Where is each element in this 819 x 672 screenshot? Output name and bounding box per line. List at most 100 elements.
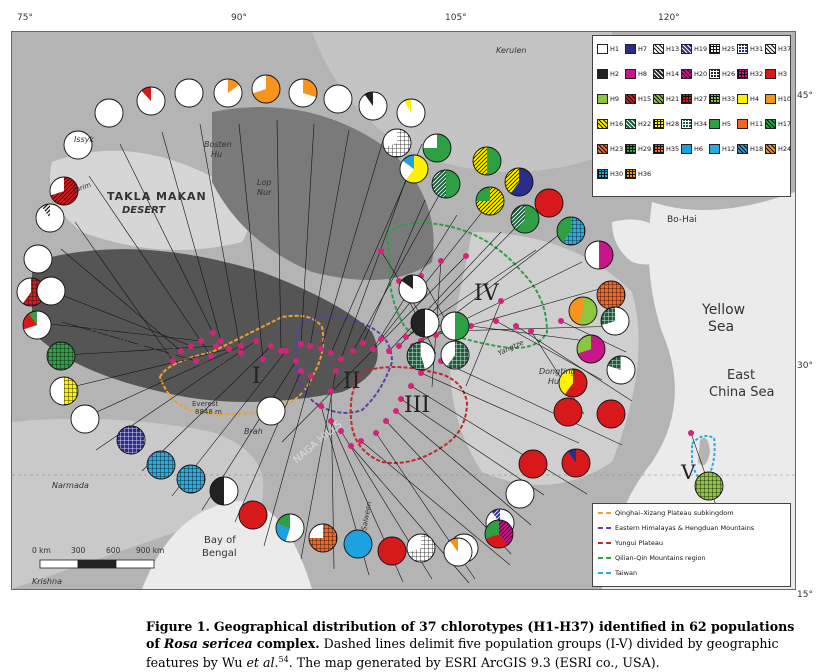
pie-population-35: [443, 537, 473, 567]
pie-slice-h2: [210, 477, 224, 505]
pie-slice-h22: [511, 205, 525, 231]
pie-slice-h8: [599, 241, 613, 269]
pie-slice-h1: [407, 534, 421, 553]
label-sea: Sea: [708, 319, 735, 335]
pie-population-27: [596, 399, 626, 429]
pie-outline: [46, 341, 76, 371]
pie-slice-h3: [485, 534, 508, 548]
leader-line: [48, 289, 192, 347]
lat-tick-30: 30°: [797, 361, 813, 371]
pie-slice-h34: [446, 341, 469, 369]
population-point: [178, 348, 184, 354]
leader-line: [141, 345, 272, 472]
pie-outline: [534, 188, 564, 218]
population-point: [308, 373, 314, 379]
pie-population-58: [406, 341, 436, 371]
label-krishna: Krishna: [32, 577, 62, 586]
region-line-swatch: [598, 512, 611, 514]
region-legend-label: Taiwan: [615, 569, 638, 577]
pie-outline: [406, 533, 436, 563]
pie-outline: [443, 537, 473, 567]
pie-outline: [358, 91, 388, 121]
lat-tick-15: 15°: [797, 590, 813, 600]
leader-line: [388, 231, 502, 352]
legend-label: H16: [610, 120, 624, 128]
legend-label: H24: [778, 145, 792, 153]
pie-slice-h37: [41, 204, 50, 218]
pie-slice-h5: [455, 312, 469, 340]
label-desert: DESERT: [122, 205, 166, 216]
central-mountains: [212, 107, 434, 280]
pie-population-21: [584, 240, 614, 270]
legend-swatch: [737, 144, 748, 154]
pie-slice-h3: [239, 501, 267, 529]
scale-label-300: 300: [71, 546, 86, 555]
map-frame: TAKLA MAKAN DESERT Issyk Bosten Hu Lop N…: [11, 31, 796, 590]
legend-swatch: [653, 144, 664, 154]
legend-label: H10: [778, 95, 792, 103]
pie-outline: [213, 78, 243, 108]
pie-slice-h5: [485, 520, 499, 539]
pie-slice-h4: [404, 99, 411, 113]
pie-outline: [694, 471, 724, 501]
pie-outline: [323, 84, 353, 114]
pie-population-31: [505, 479, 535, 509]
population-point: [513, 323, 519, 329]
leader-line: [395, 410, 532, 526]
pie-population-54: [36, 276, 66, 306]
caption-ref: 54: [278, 655, 289, 664]
tarim-basin: [50, 150, 249, 250]
legend-label: H30: [610, 170, 624, 178]
population-point: [398, 396, 404, 402]
group-IV-label: IV: [474, 281, 499, 306]
pie-slice-h1: [324, 85, 352, 113]
population-point: [193, 358, 199, 364]
pie-population-3: [136, 86, 166, 116]
population-point: [360, 340, 366, 346]
group-V-label: V: [681, 460, 696, 484]
lon-tick-120: 120°: [658, 13, 680, 23]
pie-slice-h6: [402, 155, 414, 169]
legend-label: H33: [722, 95, 736, 103]
legend-swatch: [625, 119, 636, 129]
population-points: [170, 248, 694, 449]
pie-slice-h10: [303, 79, 317, 98]
label-bosten-hu: Hu: [211, 150, 223, 159]
taiwan-island: [698, 437, 710, 466]
pie-slice-h5: [487, 147, 501, 175]
region-legend-label: Qinghai–Xizang Plateau subkingdom: [615, 509, 734, 517]
population-point: [318, 403, 324, 409]
leader-line: [380, 191, 499, 340]
leader-line: [352, 178, 449, 352]
pie-population-56: [410, 308, 440, 338]
legend-swatch: [653, 119, 664, 129]
pie-slice-h16: [473, 147, 487, 175]
legend-swatch: [709, 94, 720, 104]
pie-slice-h7: [510, 168, 533, 196]
pie-outline: [422, 133, 452, 163]
pie-slice-h10: [569, 297, 583, 325]
pie-population-41: [238, 500, 268, 530]
caption-species: Rosa sericea: [163, 635, 253, 651]
label-issyk: Issyk: [74, 135, 95, 144]
pie-outline: [504, 167, 534, 197]
legend-label: H14: [666, 70, 680, 78]
pie-outline: [343, 529, 373, 559]
pie-slice-h1: [175, 79, 203, 107]
population-point: [198, 338, 204, 344]
caption-body: Dashed lines delimit five population gro…: [146, 635, 779, 671]
pie-slice-h30: [147, 451, 175, 479]
pie-population-17: [504, 167, 534, 197]
pie-population-10: [396, 98, 426, 128]
pie-slice-h1: [252, 75, 266, 94]
legend-label: H34: [694, 120, 708, 128]
legend-swatch: [625, 169, 636, 179]
region-legend-label: Eastern Himalayas & Hengduan Mountains: [615, 524, 755, 532]
pie-outline: [584, 240, 614, 270]
haplotype-legend: H1 H7 H13 H19 H25 H31 H37 H2 H8 H14 H20 H26 H32 H3 H9 H…: [592, 35, 791, 197]
pie-outline: [596, 399, 626, 429]
label-brah: Brah: [244, 427, 263, 436]
pie-slice-h1: [50, 177, 64, 196]
legend-label: H20: [694, 70, 708, 78]
